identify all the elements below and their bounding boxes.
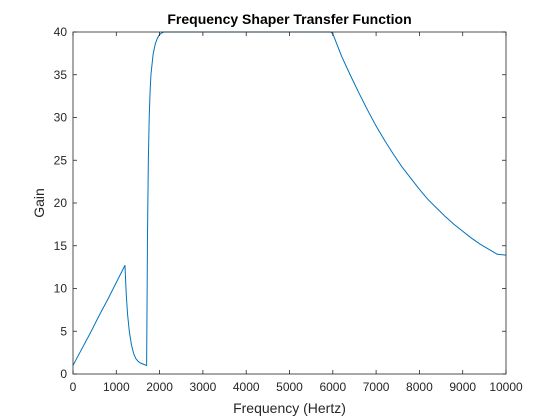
x-tick-label: 2000: [146, 380, 173, 394]
x-tick-label: 6000: [319, 380, 346, 394]
x-tick-label: 3000: [190, 380, 217, 394]
x-axis-label: Frequency (Hertz): [233, 400, 346, 416]
y-tick-label: 40: [54, 25, 68, 39]
y-tick-label: 0: [60, 367, 67, 381]
x-tick-label: 0: [70, 380, 77, 394]
x-tick-label: 1000: [103, 380, 130, 394]
x-tick-label: 8000: [406, 380, 433, 394]
y-tick-label: 5: [60, 324, 67, 338]
y-tick-label: 10: [54, 282, 68, 296]
y-tick-label: 15: [54, 239, 68, 253]
y-axis-label: Gain: [31, 188, 47, 218]
plot-background: [73, 32, 506, 374]
x-tick-label: 4000: [233, 380, 260, 394]
chart-title: Frequency Shaper Transfer Function: [167, 11, 411, 27]
x-tick-label: 7000: [363, 380, 390, 394]
y-tick-label: 35: [54, 68, 68, 82]
x-tick-label: 10000: [489, 380, 523, 394]
y-axis-ticks: 0 5 10 15 20 25 30 35 40: [54, 25, 506, 381]
x-tick-label: 9000: [449, 380, 476, 394]
x-tick-label: 5000: [276, 380, 303, 394]
y-tick-label: 20: [54, 196, 68, 210]
y-tick-label: 25: [54, 153, 68, 167]
x-axis-ticks: 0 1000 2000 3000 4000 5000 6000 7000 8000 9000 100…: [70, 32, 523, 394]
y-tick-label: 30: [54, 111, 68, 125]
